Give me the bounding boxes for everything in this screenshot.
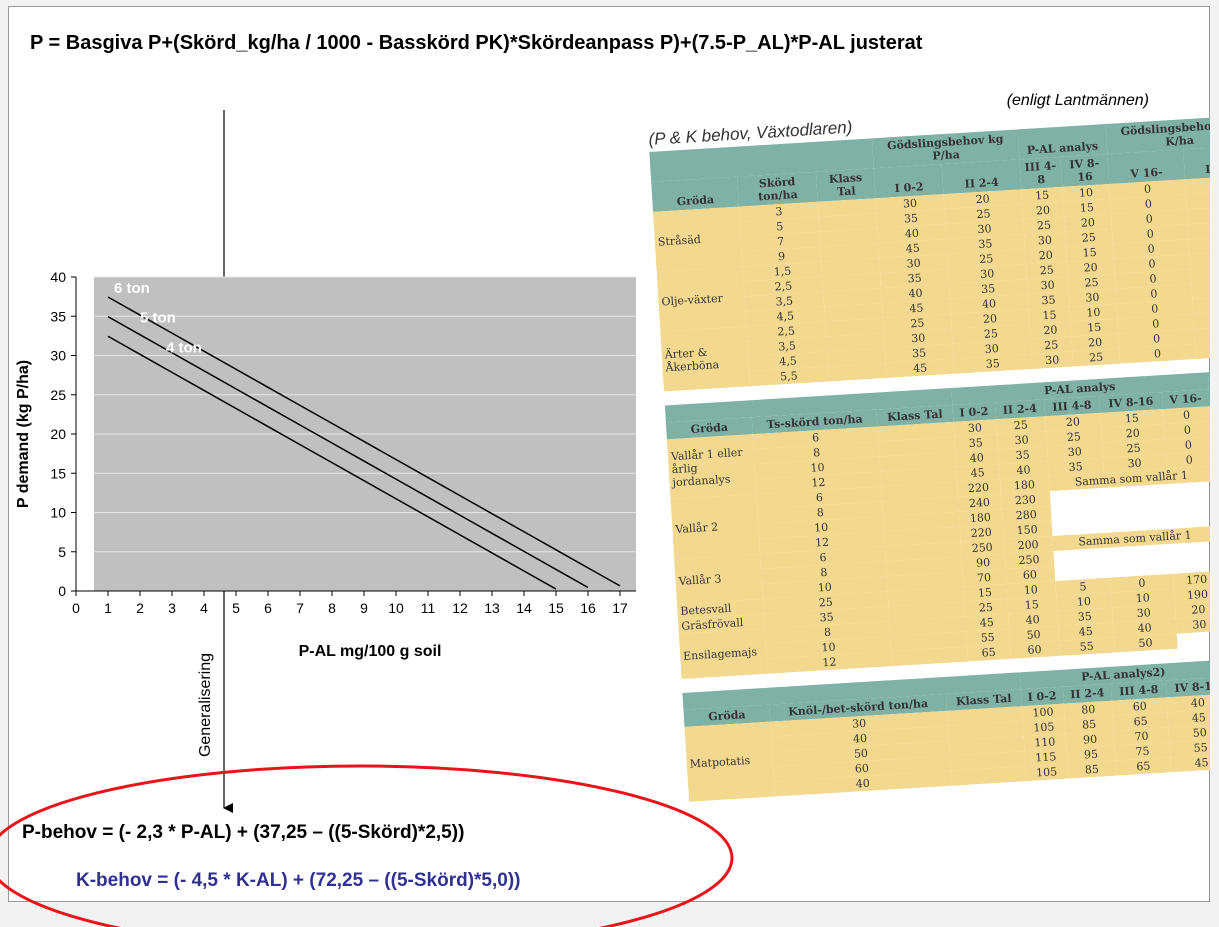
y-tick-label: 0: [58, 583, 66, 599]
y-tick-label: 40: [50, 269, 66, 285]
x-tick-label: 4: [200, 600, 208, 616]
y-tick-label: 35: [50, 308, 66, 324]
series-label: 5 ton: [140, 310, 176, 327]
x-tick-label: 10: [388, 600, 404, 616]
arrow-label: Generalisering: [197, 653, 214, 757]
y-tick-label: 15: [50, 465, 66, 481]
y-tick-label: 25: [50, 387, 66, 403]
slide-title: P = Basgiva P+(Skörd_kg/ha / 1000 - Bass…: [30, 32, 922, 55]
highlight-ellipse: [0, 766, 732, 927]
x-tick-label: 2: [136, 600, 144, 616]
p-formula: P-behov = (- 2,3 * P-AL) + (37,25 – ((5-…: [22, 822, 464, 844]
y-axis-label: P demand (kg P/ha): [15, 360, 32, 508]
x-tick-label: 7: [296, 600, 304, 616]
x-tick-label: 16: [580, 600, 596, 616]
x-tick-label: 11: [421, 600, 436, 616]
chart: Generalisering P demand (kg P/ha) P-AL m…: [0, 0, 1219, 927]
x-tick-label: 8: [328, 600, 336, 616]
x-tick-label: 5: [232, 600, 240, 616]
k-formula: K-behov = (- 4,5 * K-AL) + (72,25 – ((5-…: [76, 870, 521, 892]
y-tick-label: 30: [50, 348, 66, 364]
x-tick-label: 3: [168, 600, 176, 616]
x-tick-label: 15: [548, 600, 564, 616]
slide: (P & K behov, Växtodlaren) Gödslingsbeho…: [0, 0, 1219, 927]
x-tick-label: 6: [264, 600, 272, 616]
series-label: 4 ton: [166, 339, 202, 356]
x-tick-label: 9: [360, 600, 368, 616]
x-tick-label: 0: [72, 600, 80, 616]
y-tick-label: 10: [50, 505, 66, 521]
x-tick-label: 14: [516, 600, 532, 616]
x-tick-label: 1: [104, 600, 112, 616]
y-tick-label: 5: [58, 544, 66, 560]
x-tick-label: 13: [484, 600, 500, 616]
x-tick-label: 17: [612, 600, 628, 616]
x-tick-label: 12: [452, 600, 468, 616]
y-tick-label: 20: [50, 426, 66, 442]
source-note: (enligt Lantmännen): [1007, 92, 1149, 110]
series-label: 6 ton: [114, 280, 150, 297]
x-axis-label: P-AL mg/100 g soil: [299, 643, 442, 660]
